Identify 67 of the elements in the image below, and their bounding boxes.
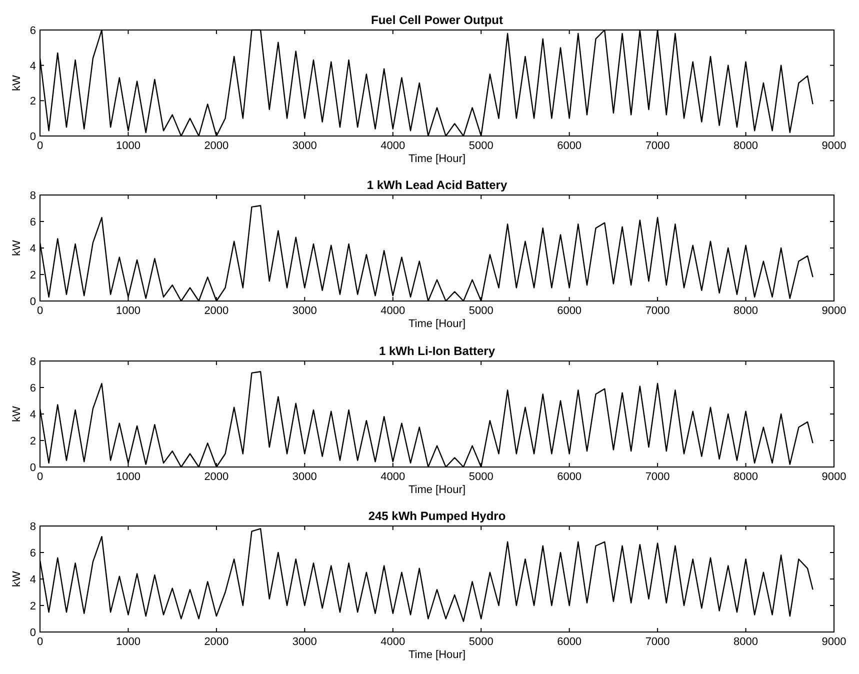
x-tick-label: 5000 <box>468 636 494 648</box>
x-tick-label: 3000 <box>292 305 317 317</box>
x-tick-label: 8000 <box>734 305 758 317</box>
y-tick-label: 8 <box>30 190 36 202</box>
x-tick-label: 9000 <box>822 305 846 317</box>
x-axis-title: Time [Hour] <box>408 649 466 661</box>
x-tick-label: 8000 <box>734 636 758 648</box>
x-tick-label: 2000 <box>204 305 229 317</box>
x-tick-label: 3000 <box>292 636 317 648</box>
x-axis-title: Time [Hour] <box>408 484 466 496</box>
x-tick-label: 1000 <box>116 305 140 317</box>
y-tick-label: 8 <box>30 356 36 368</box>
x-tick-label: 6000 <box>557 636 582 648</box>
x-tick-label: 1000 <box>116 140 140 152</box>
y-tick-label: 0 <box>30 462 36 474</box>
x-tick-label: 6000 <box>557 140 582 152</box>
chart-title: 245 kWh Pumped Hydro <box>368 509 506 523</box>
x-tick-label: 4000 <box>380 140 406 152</box>
y-tick-label: 0 <box>30 627 36 639</box>
x-tick-label: 7000 <box>645 140 670 152</box>
x-tick-label: 2000 <box>204 471 229 483</box>
y-tick-label: 6 <box>30 25 36 37</box>
x-tick-label: 7000 <box>645 636 670 648</box>
chart-title: 1 kWh Lead Acid Battery <box>366 178 508 192</box>
y-tick-label: 4 <box>30 409 36 421</box>
x-tick-label: 3000 <box>292 471 317 483</box>
x-tick-label: 2000 <box>204 636 229 648</box>
x-axis-title: Time [Hour] <box>408 318 466 330</box>
x-tick-label: 9000 <box>822 636 846 648</box>
y-tick-label: 2 <box>30 600 36 612</box>
x-axis-title: Time [Hour] <box>408 153 466 165</box>
chart-title: 1 kWh Li-Ion Battery <box>378 344 496 358</box>
x-tick-label: 6000 <box>557 305 582 317</box>
y-axis-title: kW <box>11 405 23 422</box>
x-tick-label: 1000 <box>116 636 140 648</box>
y-axis-title: kW <box>11 239 23 256</box>
y-axis-title: kW <box>11 74 23 91</box>
y-tick-label: 6 <box>30 548 36 560</box>
x-tick-label: 7000 <box>645 471 670 483</box>
chart-title: Fuel Cell Power Output <box>370 13 504 27</box>
x-tick-label: 5000 <box>468 140 494 152</box>
x-tick-label: 9000 <box>822 140 846 152</box>
y-tick-label: 2 <box>30 96 36 108</box>
x-tick-label: 4000 <box>380 305 406 317</box>
y-axis-title: kW <box>11 570 23 587</box>
x-tick-label: 6000 <box>557 471 582 483</box>
y-tick-label: 6 <box>30 216 36 228</box>
x-tick-label: 5000 <box>468 305 494 317</box>
y-tick-label: 2 <box>30 436 36 448</box>
x-tick-label: 8000 <box>734 471 758 483</box>
x-tick-label: 5000 <box>468 471 494 483</box>
y-tick-label: 6 <box>30 382 36 394</box>
y-tick-label: 8 <box>30 521 36 533</box>
x-tick-label: 3000 <box>292 140 317 152</box>
y-tick-label: 0 <box>30 296 36 308</box>
x-tick-label: 9000 <box>822 471 846 483</box>
y-tick-label: 4 <box>30 60 36 72</box>
x-tick-label: 2000 <box>204 140 229 152</box>
y-tick-label: 4 <box>30 243 36 255</box>
y-tick-label: 0 <box>30 131 36 143</box>
x-tick-label: 1000 <box>116 471 140 483</box>
y-tick-label: 4 <box>30 574 36 586</box>
x-tick-label: 7000 <box>645 305 670 317</box>
x-tick-label: 8000 <box>734 140 758 152</box>
x-tick-label: 4000 <box>380 636 406 648</box>
x-tick-label: 4000 <box>380 471 406 483</box>
y-tick-label: 2 <box>30 270 36 282</box>
